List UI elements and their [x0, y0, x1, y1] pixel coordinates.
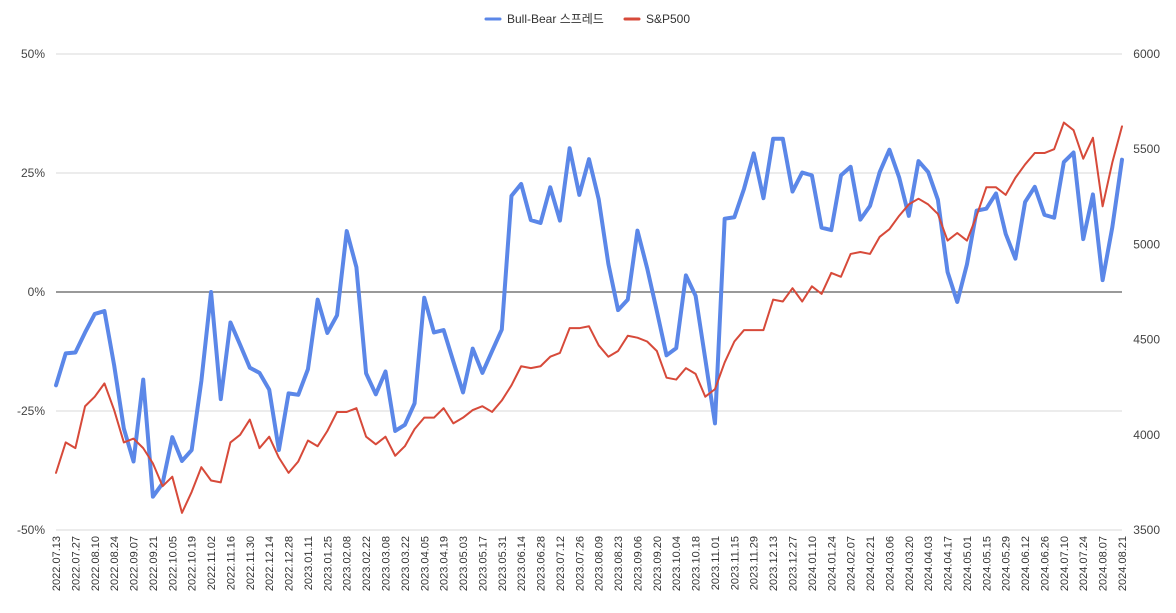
x-tick-label: 2022.07.13 — [51, 536, 63, 591]
x-tick-label: 2023.08.09 — [594, 536, 606, 591]
left-tick-label: 50% — [21, 47, 45, 61]
left-tick-label: 0% — [28, 285, 46, 299]
x-tick-label: 2024.03.06 — [884, 536, 896, 591]
x-tick-label: 2023.02.22 — [361, 536, 373, 591]
x-tick-label: 2022.07.27 — [70, 536, 82, 591]
x-tick-label: 2023.01.25 — [322, 536, 334, 591]
x-tick-label: 2023.10.04 — [671, 536, 683, 591]
x-tick-label: 2023.07.26 — [574, 536, 586, 591]
x-tick-label: 2023.02.08 — [342, 536, 354, 591]
x-tick-label: 2023.11.01 — [710, 536, 722, 590]
x-tick-label: 2023.08.23 — [613, 536, 625, 591]
x-tick-label: 2023.04.19 — [439, 536, 451, 591]
x-tick-label: 2022.08.10 — [90, 536, 102, 591]
x-tick-label: 2023.11.15 — [729, 536, 741, 590]
x-tick-label: 2022.10.05 — [167, 536, 179, 591]
x-tick-label: 2022.12.14 — [264, 536, 276, 591]
legend[interactable]: Bull-Bear 스프레드 S&P500 — [484, 12, 690, 26]
series-layer — [54, 121, 1124, 514]
x-tick-label: 2023.09.06 — [632, 536, 644, 591]
x-tick-label: 2024.05.15 — [981, 536, 993, 591]
x-tick-label: 2024.04.17 — [943, 536, 955, 591]
x-tick-label: 2022.11.16 — [225, 536, 237, 590]
x-tick-label: 2023.01.11 — [303, 536, 315, 590]
x-tick-label: 2024.06.12 — [1020, 536, 1032, 591]
x-tick-label: 2022.09.07 — [129, 536, 141, 591]
x-tick-label: 2024.01.10 — [807, 536, 819, 591]
x-tick-label: 2023.06.14 — [516, 536, 528, 591]
x-tick-label: 2023.05.31 — [497, 536, 509, 591]
x-tick-label: 2023.03.22 — [400, 536, 412, 591]
series-line-sp500 — [55, 121, 1123, 514]
x-tick-label: 2023.10.18 — [691, 536, 703, 591]
x-tick-label: 2022.12.28 — [284, 536, 296, 591]
x-tick-label: 2023.04.05 — [419, 536, 431, 591]
x-tick-label: 2023.12.27 — [788, 536, 800, 591]
right-tick-label: 6000 — [1133, 47, 1160, 61]
left-tick-label: 25% — [21, 166, 45, 180]
x-tick-label: 2024.07.24 — [1078, 536, 1090, 591]
x-tick-label: 2024.08.07 — [1098, 536, 1110, 591]
x-tick-label: 2024.02.21 — [865, 536, 877, 591]
x-tick-label: 2024.06.26 — [1039, 536, 1051, 591]
x-tick-label: 2023.12.13 — [768, 536, 780, 591]
right-tick-label: 5000 — [1133, 237, 1160, 251]
x-axis: 2022.07.13 2022.07.27 2022.08.10 2022.08.24… — [51, 536, 1129, 591]
x-tick-label: 2023.11.29 — [749, 536, 761, 590]
x-tick-label: 2023.06.28 — [536, 536, 548, 591]
left-axis: -50% -25% 0% 25% 50% — [17, 47, 45, 537]
x-tick-label: 2023.05.17 — [477, 536, 489, 591]
x-tick-label: 2022.08.24 — [109, 536, 121, 591]
legend-item-sp500[interactable]: S&P500 — [623, 12, 690, 26]
x-tick-label: 2024.01.24 — [826, 536, 838, 591]
x-tick-label: 2022.11.30 — [245, 536, 257, 590]
legend-item-bull-bear[interactable]: Bull-Bear 스프레드 — [484, 12, 604, 26]
x-tick-label: 2023.07.12 — [555, 536, 567, 591]
legend-label: S&P500 — [646, 12, 690, 26]
x-tick-label: 2023.05.03 — [458, 536, 470, 591]
x-tick-label: 2022.11.02 — [206, 536, 218, 590]
x-tick-label: 2024.05.01 — [962, 536, 974, 591]
x-tick-label: 2023.03.08 — [380, 536, 392, 591]
x-tick-label: 2024.04.03 — [923, 536, 935, 591]
x-tick-label: 2022.10.19 — [187, 536, 199, 591]
legend-label: Bull-Bear 스프레드 — [507, 12, 604, 26]
left-tick-label: -50% — [17, 523, 45, 537]
x-tick-label: 2024.07.10 — [1059, 536, 1071, 591]
left-tick-label: -25% — [17, 404, 45, 418]
right-tick-label: 4000 — [1133, 428, 1160, 442]
series-line-bull-bear — [54, 136, 1124, 499]
x-tick-label: 2024.03.20 — [904, 536, 916, 591]
gridlines — [56, 53, 1122, 531]
right-tick-label: 5500 — [1133, 142, 1160, 156]
x-tick-label: 2022.09.21 — [148, 536, 160, 591]
x-tick-label: 2024.02.07 — [846, 536, 858, 591]
x-tick-label: 2024.05.29 — [1001, 536, 1013, 591]
right-tick-label: 3500 — [1133, 523, 1160, 537]
right-tick-label: 4500 — [1133, 333, 1160, 347]
x-tick-label: 2024.08.21 — [1117, 536, 1129, 591]
right-axis: 3500 4000 4500 5000 5500 6000 — [1133, 47, 1160, 537]
x-tick-label: 2023.09.20 — [652, 536, 664, 591]
